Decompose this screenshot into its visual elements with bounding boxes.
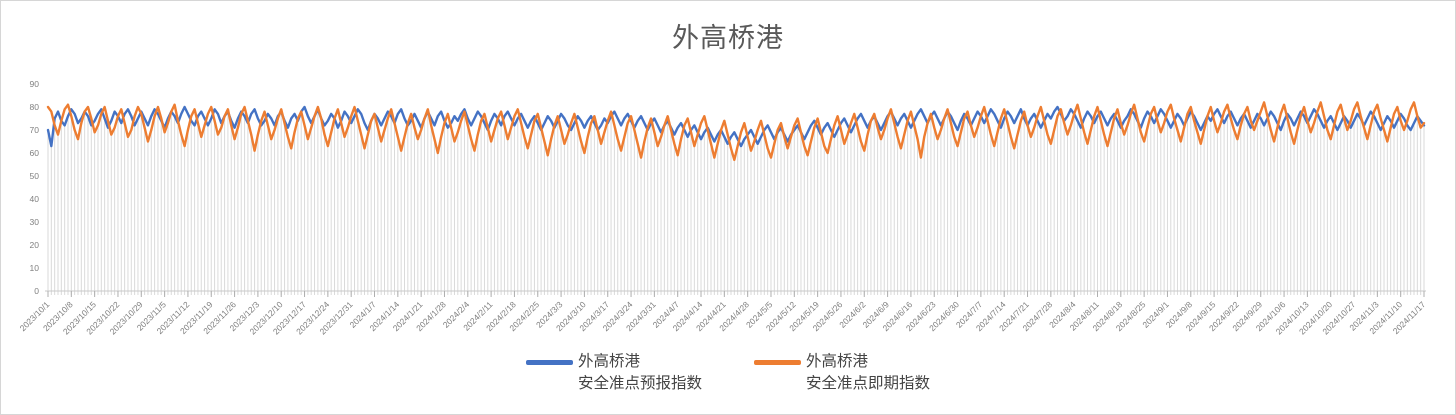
chart-title: 外高桥港 xyxy=(672,23,784,53)
series-orange-swatch xyxy=(754,360,801,365)
y-tick-label: 30 xyxy=(30,217,40,227)
y-tick-label: 40 xyxy=(30,194,40,204)
y-tick-label: 90 xyxy=(30,79,40,89)
legend-label-spot-line1: 外高桥港 xyxy=(806,353,869,370)
y-tick-label: 20 xyxy=(30,240,40,250)
y-tick-label: 80 xyxy=(30,102,40,112)
y-tick-label: 10 xyxy=(30,263,40,273)
y-tick-label: 50 xyxy=(30,171,40,181)
legend-label-spot-line2: 安全准点即期指数 xyxy=(806,375,931,392)
legend-label-forecast-line1: 外高桥港 xyxy=(577,353,640,370)
chart-legend: 外高桥港 安全准点预报指数 外高桥港 安全准点即期指数 xyxy=(0,351,1456,395)
legend-item-spot-index: 外高桥港 安全准点即期指数 xyxy=(754,351,930,395)
legend-item-forecast-index: 外高桥港 安全准点预报指数 xyxy=(525,351,702,395)
legend-label-forecast-line2: 安全准点预报指数 xyxy=(577,375,702,392)
y-tick-label: 60 xyxy=(30,148,40,158)
y-tick-label: 0 xyxy=(34,286,39,296)
plot-area: 2023/10/12023/10/82023/10/152023/10/2220… xyxy=(18,79,1428,336)
legend-label-spot: 外高桥港 安全准点即期指数 xyxy=(806,351,930,395)
y-tick-label: 70 xyxy=(30,125,40,135)
legend-label-forecast: 外高桥港 安全准点预报指数 xyxy=(578,351,702,395)
series-line-spot xyxy=(46,101,1426,162)
series-blue-swatch xyxy=(525,360,573,365)
